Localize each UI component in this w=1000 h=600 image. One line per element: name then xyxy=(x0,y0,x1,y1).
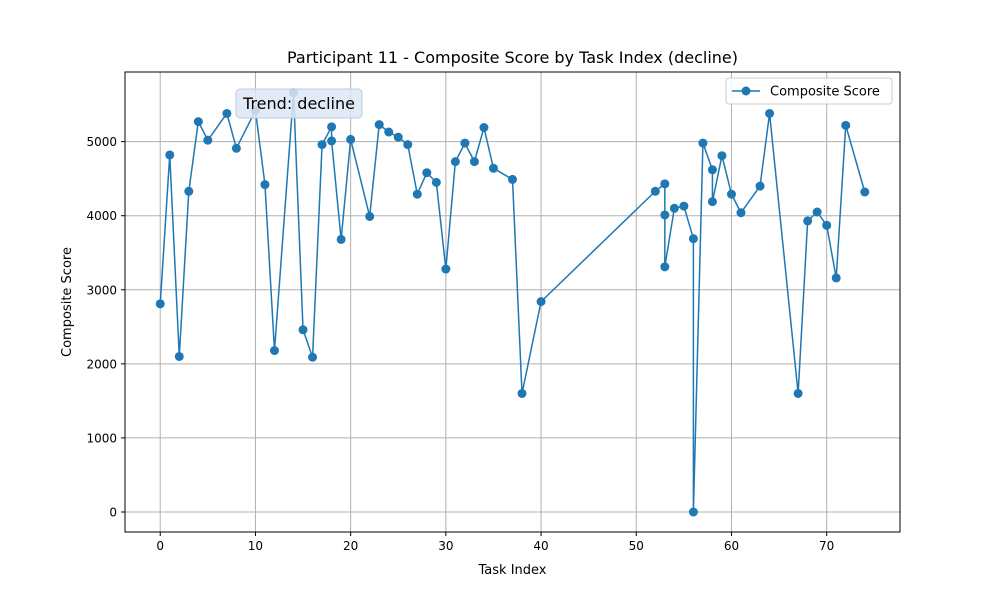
data-point xyxy=(536,297,546,307)
data-point xyxy=(231,143,241,153)
plot-area-frame xyxy=(124,71,901,533)
data-point xyxy=(517,388,527,398)
data-point xyxy=(479,123,489,133)
data-point xyxy=(803,216,813,226)
legend-label: Composite Score xyxy=(770,85,880,100)
trend-annotation: Trend: decline xyxy=(235,88,363,119)
y-tick-label: 5000 xyxy=(86,135,117,149)
data-point xyxy=(660,262,670,272)
data-point xyxy=(327,122,337,132)
x-tick-label: 50 xyxy=(629,539,644,553)
data-point xyxy=(460,138,470,148)
data-point xyxy=(726,189,736,199)
data-point xyxy=(260,180,270,190)
data-point xyxy=(412,189,422,199)
chart-title: Participant 11 - Composite Score by Task… xyxy=(287,48,738,67)
data-point xyxy=(298,325,308,335)
data-point xyxy=(269,346,279,356)
data-point xyxy=(707,197,717,207)
data-point xyxy=(736,208,746,218)
data-point xyxy=(203,135,213,145)
x-tick-label: 20 xyxy=(343,539,358,553)
data-point xyxy=(384,127,394,137)
x-axis: 0 10 20 30 40 50 60 70 xyxy=(156,532,834,553)
y-axis-label: Composite Score xyxy=(60,247,75,357)
data-point xyxy=(374,120,384,130)
data-point xyxy=(717,151,727,161)
data-point xyxy=(841,120,851,130)
data-point xyxy=(441,264,451,274)
data-point xyxy=(155,299,165,309)
data-point xyxy=(193,117,203,127)
data-point xyxy=(688,234,698,244)
data-point xyxy=(660,210,670,220)
data-point xyxy=(822,220,832,230)
data-point xyxy=(308,352,318,362)
data-point xyxy=(222,108,232,118)
data-point xyxy=(508,174,517,184)
data-point xyxy=(488,163,498,173)
data-point xyxy=(860,187,870,197)
data-point xyxy=(184,186,194,196)
data-point xyxy=(336,234,346,244)
y-tick-label: 3000 xyxy=(86,283,117,297)
data-point xyxy=(831,273,841,283)
x-tick-label: 60 xyxy=(724,539,739,553)
data-point xyxy=(346,134,356,144)
data-point xyxy=(317,140,327,150)
data-point xyxy=(393,132,403,142)
data-point xyxy=(765,108,775,118)
data-point xyxy=(660,179,670,189)
x-axis-label: Task Index xyxy=(478,563,547,578)
x-tick-label: 40 xyxy=(533,539,548,553)
y-tick-label: 0 xyxy=(109,506,117,520)
data-point xyxy=(669,203,679,213)
data-point xyxy=(422,168,432,178)
x-tick-label: 30 xyxy=(438,539,453,553)
data-point xyxy=(403,140,413,150)
data-point xyxy=(174,351,184,361)
data-point xyxy=(679,201,689,211)
legend: Composite Score xyxy=(725,77,893,105)
data-point xyxy=(469,157,479,167)
data-point xyxy=(431,177,441,187)
data-point xyxy=(165,150,175,160)
annotation-text: Trend: decline xyxy=(242,94,355,113)
y-tick-label: 2000 xyxy=(86,357,117,371)
y-axis: 0 1000 2000 3000 4000 5000 xyxy=(86,135,125,520)
data-point xyxy=(755,181,765,191)
series-composite-score xyxy=(155,88,870,517)
grid-lines xyxy=(125,72,900,532)
data-point xyxy=(698,138,708,148)
x-tick-label: 10 xyxy=(248,539,263,553)
data-point xyxy=(812,207,822,217)
legend-marker-swatch xyxy=(741,86,751,96)
data-point xyxy=(793,388,803,398)
y-tick-label: 1000 xyxy=(86,431,117,445)
x-tick-label: 0 xyxy=(156,539,164,553)
y-tick-label: 4000 xyxy=(86,209,117,223)
annotation-box xyxy=(235,88,363,119)
data-point xyxy=(365,211,375,221)
data-point xyxy=(450,157,460,167)
data-point xyxy=(650,186,660,196)
data-point xyxy=(707,165,717,175)
x-tick-label: 70 xyxy=(819,539,834,553)
data-point xyxy=(327,136,337,146)
data-point xyxy=(688,507,698,517)
legend-frame xyxy=(725,77,893,105)
